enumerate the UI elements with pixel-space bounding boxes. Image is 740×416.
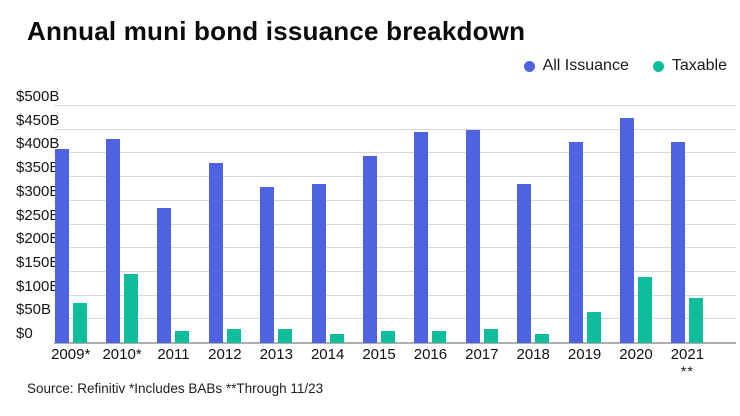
taxable-bar-2009 bbox=[72, 302, 87, 343]
all-issuance-bar-2017 bbox=[465, 129, 480, 343]
bar-group-2020 bbox=[610, 106, 661, 343]
x-tick-label-2015: 2015 bbox=[362, 346, 396, 363]
x-tick-label-2021: 2021 ** bbox=[662, 346, 713, 379]
y-tick-label-200: $200B bbox=[16, 230, 60, 248]
gridline-300 bbox=[54, 199, 736, 201]
all-issuance-bar-2010 bbox=[106, 139, 121, 343]
x-tick-label-2011: 2011 bbox=[157, 346, 190, 363]
x-tick-sublabel-2021: ** bbox=[680, 362, 694, 379]
bar-group-2010 bbox=[96, 106, 147, 343]
taxable-bar-2016 bbox=[432, 331, 447, 343]
all-issuance-bar-2021 bbox=[671, 141, 686, 343]
all-issuance-bar-2018 bbox=[517, 184, 532, 343]
x-axis-labels: 2009* 2010* 2011 2012 2013 2014 2015 2016 2017 20… bbox=[45, 346, 713, 379]
bar-group-2018 bbox=[508, 106, 559, 343]
gridline-200 bbox=[54, 247, 736, 249]
taxable-bar-2021 bbox=[689, 297, 704, 343]
all-issuance-bar-2014 bbox=[311, 184, 326, 343]
bar-group-2012 bbox=[199, 106, 250, 343]
taxable-dot-icon bbox=[652, 60, 664, 72]
legend-label-all-issuance: All Issuance bbox=[542, 57, 629, 74]
bar-group-2017 bbox=[456, 106, 507, 343]
y-tick-label-400: $400B bbox=[16, 135, 60, 153]
x-tick-label-2017: 2017 bbox=[465, 346, 499, 363]
all-issuance-bar-2019 bbox=[568, 141, 583, 343]
x-tick-label-2013: 2013 bbox=[259, 346, 293, 363]
x-tick-label-2012: 2012 bbox=[208, 346, 242, 363]
legend-item-all-issuance: All Issuance bbox=[523, 57, 629, 75]
taxable-bar-2019 bbox=[586, 312, 601, 343]
all-issuance-bar-2015 bbox=[363, 155, 378, 343]
legend-item-taxable: Taxable bbox=[652, 57, 727, 75]
gridline-50 bbox=[54, 318, 736, 320]
bar-group-2014 bbox=[302, 106, 353, 343]
legend-label-taxable: Taxable bbox=[671, 57, 727, 74]
bars-row bbox=[45, 106, 713, 343]
bar-group-2013 bbox=[251, 106, 302, 343]
gridline-150 bbox=[54, 270, 736, 272]
gridline-500 bbox=[54, 105, 736, 106]
taxable-bar-2010 bbox=[124, 274, 139, 343]
y-tick-label-50: $50B bbox=[16, 301, 52, 319]
y-tick-label-0: $0 bbox=[16, 325, 33, 342]
source-note: Source: Refinitiv *Includes BABs **Throu… bbox=[27, 381, 324, 396]
all-issuance-dot-icon bbox=[523, 60, 535, 72]
x-tick-label-2016: 2016 bbox=[413, 346, 448, 363]
bar-group-2019 bbox=[559, 106, 610, 343]
gridline-100 bbox=[54, 294, 736, 296]
plot-area bbox=[54, 105, 736, 344]
all-issuance-bar-2020 bbox=[619, 117, 634, 343]
taxable-bar-2017 bbox=[483, 328, 498, 343]
x-tick-label-2014: 2014 bbox=[310, 346, 345, 363]
x-tick-label-2009: 2009* bbox=[51, 346, 91, 363]
x-tick-label-2020: 2020 bbox=[619, 346, 653, 363]
all-issuance-bar-2013 bbox=[260, 186, 275, 343]
taxable-bar-2020 bbox=[637, 276, 652, 343]
x-tick-label-2018: 2018 bbox=[516, 346, 550, 363]
y-tick-label-450: $450B bbox=[16, 111, 60, 129]
taxable-bar-2012 bbox=[226, 328, 241, 343]
taxable-bar-2014 bbox=[329, 333, 344, 343]
all-issuance-bar-2011 bbox=[157, 207, 172, 343]
x-tick-label-2010: 2010* bbox=[102, 346, 142, 363]
y-tick-label-250: $250B bbox=[16, 206, 60, 224]
taxable-bar-2013 bbox=[278, 328, 293, 343]
bar-group-2011 bbox=[148, 106, 199, 343]
gridline-0 bbox=[54, 342, 736, 344]
gridline-400 bbox=[54, 152, 736, 154]
chart-title: Annual muni bond issuance breakdown bbox=[27, 16, 526, 46]
bar-group-2009 bbox=[45, 106, 96, 343]
gridline-250 bbox=[54, 223, 736, 225]
y-tick-label-500: $500B bbox=[16, 88, 60, 105]
y-tick-label-150: $150B bbox=[16, 253, 60, 271]
bar-group-2016 bbox=[405, 106, 456, 343]
gridline-450 bbox=[54, 128, 736, 130]
x-tick-label-2019: 2019 bbox=[567, 346, 602, 363]
gridline-350 bbox=[54, 176, 736, 178]
all-issuance-bar-2009 bbox=[54, 148, 69, 343]
y-tick-label-300: $300B bbox=[16, 182, 60, 200]
bar-group-2021 bbox=[662, 106, 713, 343]
all-issuance-bar-2016 bbox=[414, 132, 429, 343]
chart-legend: All Issuance Taxable bbox=[523, 57, 727, 75]
all-issuance-bar-2012 bbox=[208, 162, 223, 343]
taxable-bar-2015 bbox=[381, 331, 396, 343]
taxable-bar-2011 bbox=[175, 331, 190, 343]
y-tick-label-100: $100B bbox=[16, 277, 60, 295]
taxable-bar-2018 bbox=[535, 333, 550, 343]
bar-group-2015 bbox=[353, 106, 404, 343]
y-tick-label-350: $350B bbox=[16, 159, 60, 177]
